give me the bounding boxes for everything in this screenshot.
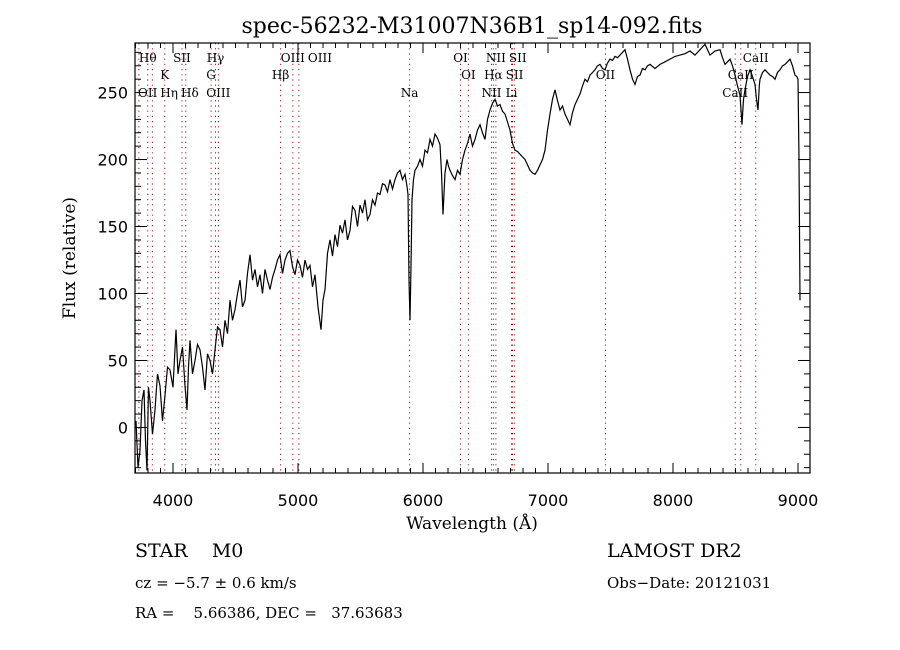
line-marker-label: OIII (281, 51, 305, 65)
x-tick-label: 4000 (153, 491, 194, 510)
y-axis-label: Flux (relative) (60, 197, 80, 319)
line-marker-label: OII (596, 68, 616, 82)
line-marker-label: OIII (308, 51, 332, 65)
line-marker-label: SII (173, 51, 191, 65)
coordinates: RA = 5.66386, DEC = 37.63683 (135, 604, 403, 622)
chart-title: spec-56232-M31007N36B1_sp14-092.fits (241, 14, 702, 39)
line-marker-label: Hθ (139, 51, 157, 65)
x-tick-label: 5000 (278, 491, 319, 510)
spectrum-line (135, 43, 801, 471)
y-tick-label: 100 (97, 284, 128, 303)
x-tick-label: 7000 (528, 491, 569, 510)
x-axis-label: Wavelength (Å) (406, 513, 538, 534)
line-marker-label: SII (506, 68, 524, 82)
line-marker-label: K (160, 68, 170, 82)
object-class: STAR M0 (135, 540, 244, 562)
redshift: cz = −5.7 ± 0.6 km/s (135, 574, 297, 592)
line-marker-label: OI (461, 68, 476, 82)
line-marker-label: CaII (743, 51, 769, 65)
line-markers (138, 43, 757, 473)
line-marker-label: G (206, 68, 216, 82)
y-tick-label: 250 (97, 84, 128, 103)
line-marker-label: Hη (160, 86, 178, 100)
y-tick-label: 200 (97, 151, 128, 170)
line-marker-label: NII (486, 51, 506, 65)
line-marker-label: NII (482, 86, 502, 100)
line-marker-label: OII (138, 86, 158, 100)
survey-name: LAMOST DR2 (607, 540, 742, 562)
plot-frame (134, 42, 811, 474)
y-tick-label: 0 (118, 418, 128, 437)
line-marker-label: Hα (484, 68, 503, 82)
obs-date: Obs−Date: 20121031 (607, 574, 772, 592)
axis-ticks (135, 43, 810, 473)
line-marker-label: OIII (206, 86, 230, 100)
axis-tick-labels: 4000 5000 6000 7000 8000 9000 0 50 100 150 200 250 (97, 84, 818, 510)
line-marker-label: CaII (722, 86, 748, 100)
line-marker-label: Hβ (272, 68, 289, 82)
y-tick-label: 150 (97, 218, 128, 237)
line-marker-label: OI (453, 51, 468, 65)
line-marker-label: Li (506, 86, 518, 100)
line-marker-label: SII (509, 51, 527, 65)
x-tick-label: 8000 (653, 491, 694, 510)
y-tick-label: 50 (108, 351, 128, 370)
line-marker-label: Na (401, 86, 419, 100)
x-tick-label: 9000 (778, 491, 819, 510)
line-marker-label: Hδ (181, 86, 199, 100)
x-tick-label: 6000 (403, 491, 444, 510)
line-marker-label: Hγ (207, 51, 225, 65)
